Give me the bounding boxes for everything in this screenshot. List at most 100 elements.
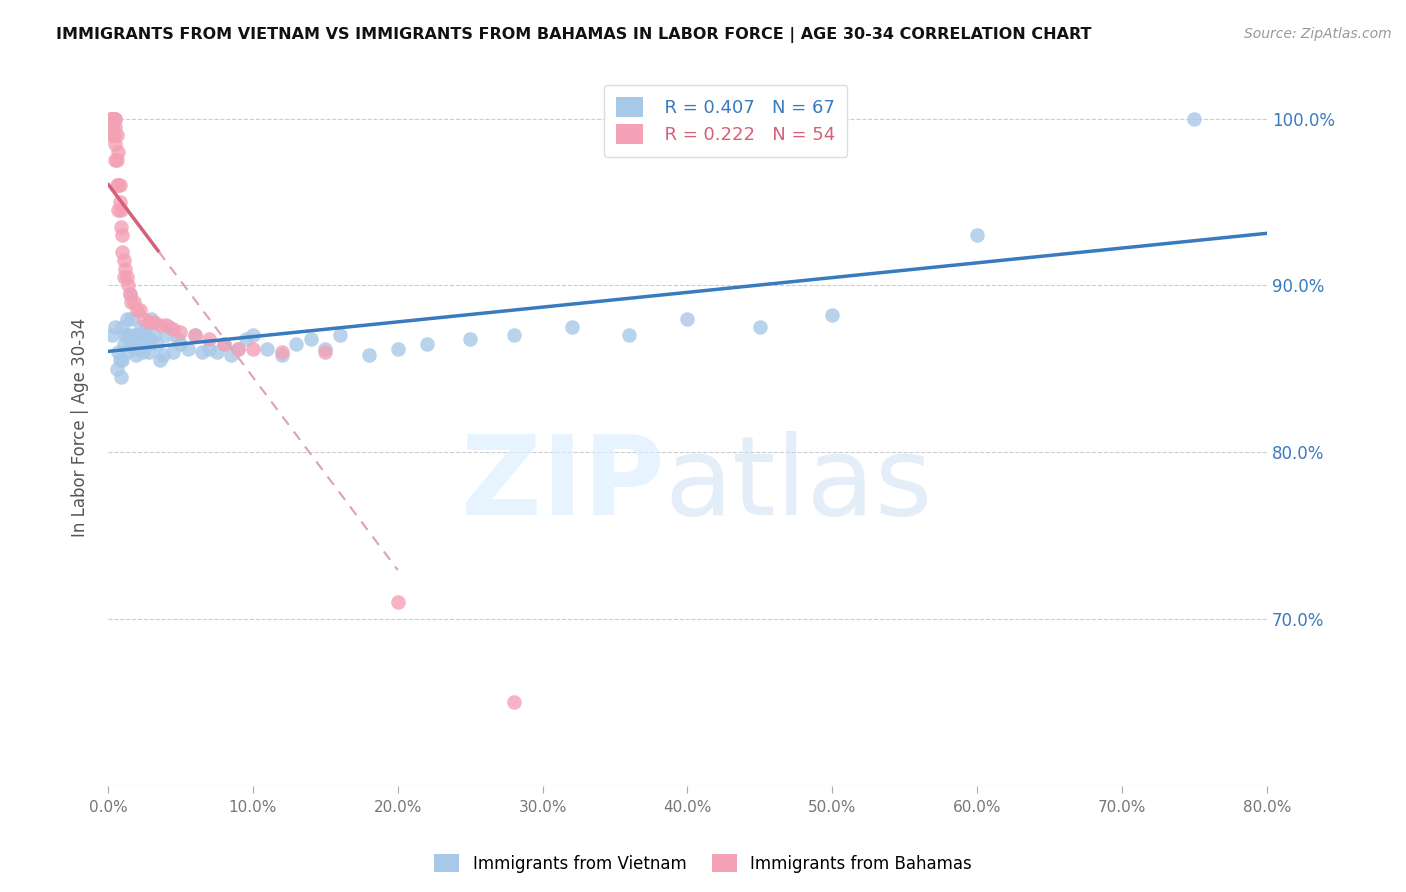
Point xyxy=(138,315,160,329)
Point xyxy=(212,336,235,351)
Point xyxy=(118,286,141,301)
Point xyxy=(966,228,988,243)
Point xyxy=(132,345,155,359)
Point xyxy=(242,342,264,356)
Point xyxy=(104,153,127,168)
Point xyxy=(502,695,524,709)
Point xyxy=(299,332,322,346)
Point xyxy=(110,219,132,234)
Point xyxy=(122,342,145,356)
Point xyxy=(100,112,122,126)
Point xyxy=(415,336,437,351)
Point xyxy=(143,315,166,329)
Point xyxy=(112,253,135,268)
Point xyxy=(149,353,172,368)
Legend: Immigrants from Vietnam, Immigrants from Bahamas: Immigrants from Vietnam, Immigrants from… xyxy=(427,847,979,880)
Point xyxy=(157,320,180,334)
Point xyxy=(117,278,139,293)
Point xyxy=(387,342,409,356)
Point xyxy=(118,336,141,351)
Point xyxy=(191,345,214,359)
Point xyxy=(131,320,153,334)
Point xyxy=(105,153,128,168)
Point xyxy=(104,120,127,134)
Point xyxy=(136,336,159,351)
Point xyxy=(270,348,292,362)
Point xyxy=(104,112,127,126)
Point xyxy=(117,328,139,343)
Point xyxy=(103,128,125,143)
Point xyxy=(112,270,135,285)
Point xyxy=(134,311,156,326)
Point xyxy=(104,136,127,151)
Point xyxy=(112,336,135,351)
Point xyxy=(198,332,221,346)
Point xyxy=(110,203,132,218)
Point xyxy=(110,370,132,384)
Point xyxy=(115,270,138,285)
Point xyxy=(100,128,122,143)
Point xyxy=(127,336,149,351)
Text: IMMIGRANTS FROM VIETNAM VS IMMIGRANTS FROM BAHAMAS IN LABOR FORCE | AGE 30-34 CO: IMMIGRANTS FROM VIETNAM VS IMMIGRANTS FR… xyxy=(56,27,1091,43)
Point xyxy=(329,328,352,343)
Point xyxy=(122,295,145,310)
Point xyxy=(111,244,134,259)
Legend:   R = 0.407   N = 67,   R = 0.222   N = 54: R = 0.407 N = 67, R = 0.222 N = 54 xyxy=(603,85,848,157)
Point xyxy=(314,345,336,359)
Point xyxy=(124,348,146,362)
Point xyxy=(103,112,125,126)
Point xyxy=(120,295,142,310)
Point xyxy=(198,342,221,356)
Point xyxy=(619,328,641,343)
Point xyxy=(103,112,125,126)
Point xyxy=(121,328,143,343)
Point xyxy=(141,311,163,326)
Point xyxy=(111,353,134,368)
Point xyxy=(107,178,129,193)
Point xyxy=(162,321,184,335)
Point xyxy=(134,328,156,343)
Point xyxy=(169,325,191,339)
Point xyxy=(108,194,131,209)
Point xyxy=(107,345,129,359)
Point xyxy=(118,286,141,301)
Point xyxy=(105,361,128,376)
Point xyxy=(111,320,134,334)
Point xyxy=(114,328,136,343)
Point xyxy=(228,342,250,356)
Y-axis label: In Labor Force | Age 30-34: In Labor Force | Age 30-34 xyxy=(72,318,89,537)
Point xyxy=(212,336,235,351)
Point xyxy=(149,318,172,333)
Point xyxy=(387,595,409,609)
Point xyxy=(314,342,336,356)
Point xyxy=(502,328,524,343)
Point xyxy=(184,328,207,343)
Point xyxy=(242,328,264,343)
Point xyxy=(152,348,174,362)
Point xyxy=(101,120,124,134)
Point xyxy=(128,328,150,343)
Point xyxy=(162,345,184,359)
Point xyxy=(256,342,278,356)
Point xyxy=(561,320,583,334)
Point xyxy=(821,309,844,323)
Point xyxy=(104,112,127,126)
Point xyxy=(103,112,125,126)
Point xyxy=(135,320,157,334)
Point xyxy=(108,353,131,368)
Point xyxy=(155,318,177,333)
Point xyxy=(108,178,131,193)
Point xyxy=(114,261,136,276)
Point xyxy=(357,348,380,362)
Point xyxy=(105,178,128,193)
Point xyxy=(176,342,198,356)
Point xyxy=(100,112,122,126)
Point xyxy=(138,345,160,359)
Point xyxy=(115,311,138,326)
Point xyxy=(111,228,134,243)
Point xyxy=(285,336,308,351)
Point xyxy=(101,112,124,126)
Point xyxy=(676,311,699,326)
Point xyxy=(120,311,142,326)
Point xyxy=(100,112,122,126)
